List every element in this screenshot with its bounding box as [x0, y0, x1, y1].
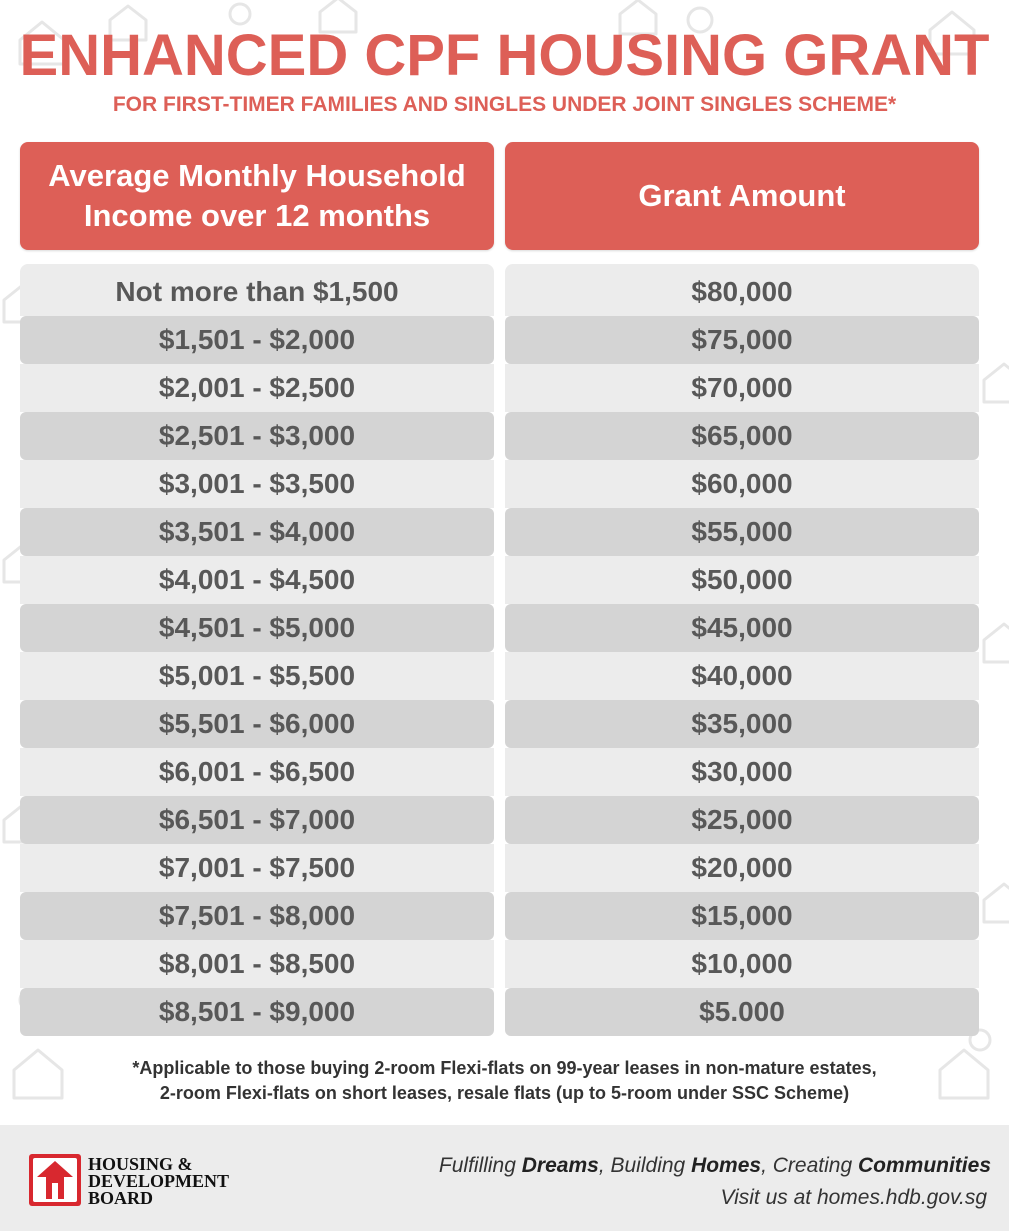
table-cell-income: $2,501 - $3,000 [20, 412, 494, 460]
table-cell-grant: $65,000 [505, 412, 979, 460]
table-cell-grant: $50,000 [505, 556, 979, 604]
table-cell-grant: $55,000 [505, 508, 979, 556]
table-cell-income: $4,501 - $5,000 [20, 604, 494, 652]
column-header-income-line1: Average Monthly Household [48, 158, 466, 193]
table-cell-income: $5,501 - $6,000 [20, 700, 494, 748]
table-cell-grant: $70,000 [505, 364, 979, 412]
table-cell-grant: $40,000 [505, 652, 979, 700]
website-link[interactable]: Visit us at homes.hdb.gov.sg [720, 1186, 987, 1209]
tagline: Fulfilling Dreams, Building Homes, Creat… [439, 1151, 991, 1181]
table-cell-grant: $35,000 [505, 700, 979, 748]
logo-line1: HOUSING & [88, 1154, 193, 1174]
column-header-income-line2: Income over 12 months [83, 198, 431, 233]
table-cell-income: $8,501 - $9,000 [20, 988, 494, 1036]
footnote-line2: 2-room Flexi-flats on short leases, resa… [159, 1083, 850, 1103]
grant-column: $80,000 $75,000 $70,000 $65,000 $60,000 … [505, 264, 979, 1036]
table-cell-income: $8,001 - $8,500 [20, 940, 494, 988]
table-cell-income: $5,001 - $5,500 [20, 652, 494, 700]
tagline-part: , Building [598, 1154, 692, 1177]
table-cell-income: $7,501 - $8,000 [20, 892, 494, 940]
footnote: *Applicable to those buying 2-room Flexi… [0, 1056, 1009, 1106]
tagline-part: , Creating [761, 1154, 858, 1177]
table-cell-income: $3,501 - $4,000 [20, 508, 494, 556]
logo-line2: DEVELOPMENT [88, 1171, 230, 1191]
hdb-logo-text: HOUSING & DEVELOPMENT BOARD [88, 1154, 230, 1208]
column-header-grant: Grant Amount [505, 142, 979, 250]
income-column: Not more than $1,500 $1,501 - $2,000 $2,… [20, 264, 494, 1036]
table-cell-income: $6,001 - $6,500 [20, 748, 494, 796]
table-cell-grant: $5.000 [505, 988, 979, 1036]
hdb-logo-icon [29, 1154, 81, 1206]
tagline-part-bold: Dreams [521, 1154, 599, 1177]
table-cell-income: $3,001 - $3,500 [20, 460, 494, 508]
page-title: ENHANCED CPF HOUSING GRANT [19, 23, 990, 88]
logo-line3: BOARD [88, 1188, 154, 1208]
table-cell-income: $4,001 - $4,500 [20, 556, 494, 604]
table-cell-income: $2,001 - $2,500 [20, 364, 494, 412]
table-cell-grant: $10,000 [505, 940, 979, 988]
table-cell-grant: $75,000 [505, 316, 979, 364]
tagline-part: Fulfilling [438, 1154, 522, 1177]
table-cell-grant: $45,000 [505, 604, 979, 652]
table-cell-grant: $20,000 [505, 844, 979, 892]
table-cell-grant: $30,000 [505, 748, 979, 796]
table-cell-income: Not more than $1,500 [20, 264, 494, 316]
tagline-part-bold: Communities [857, 1154, 991, 1177]
table-cell-grant: $60,000 [505, 460, 979, 508]
column-header-income: Average Monthly Household Income over 12… [20, 142, 494, 250]
tagline-part-bold: Homes [691, 1154, 762, 1177]
table-cell-income: $6,501 - $7,000 [20, 796, 494, 844]
table-cell-grant: $80,000 [505, 264, 979, 316]
table-cell-income: $7,001 - $7,500 [20, 844, 494, 892]
page-subtitle: FOR FIRST-TIMER FAMILIES AND SINGLES UND… [112, 93, 897, 116]
footnote-line1: *Applicable to those buying 2-room Flexi… [132, 1058, 877, 1078]
footer-bar: HOUSING & DEVELOPMENT BOARD Fulfilling D… [0, 1125, 1009, 1231]
table-cell-income: $1,501 - $2,000 [20, 316, 494, 364]
table-cell-grant: $15,000 [505, 892, 979, 940]
table-cell-grant: $25,000 [505, 796, 979, 844]
